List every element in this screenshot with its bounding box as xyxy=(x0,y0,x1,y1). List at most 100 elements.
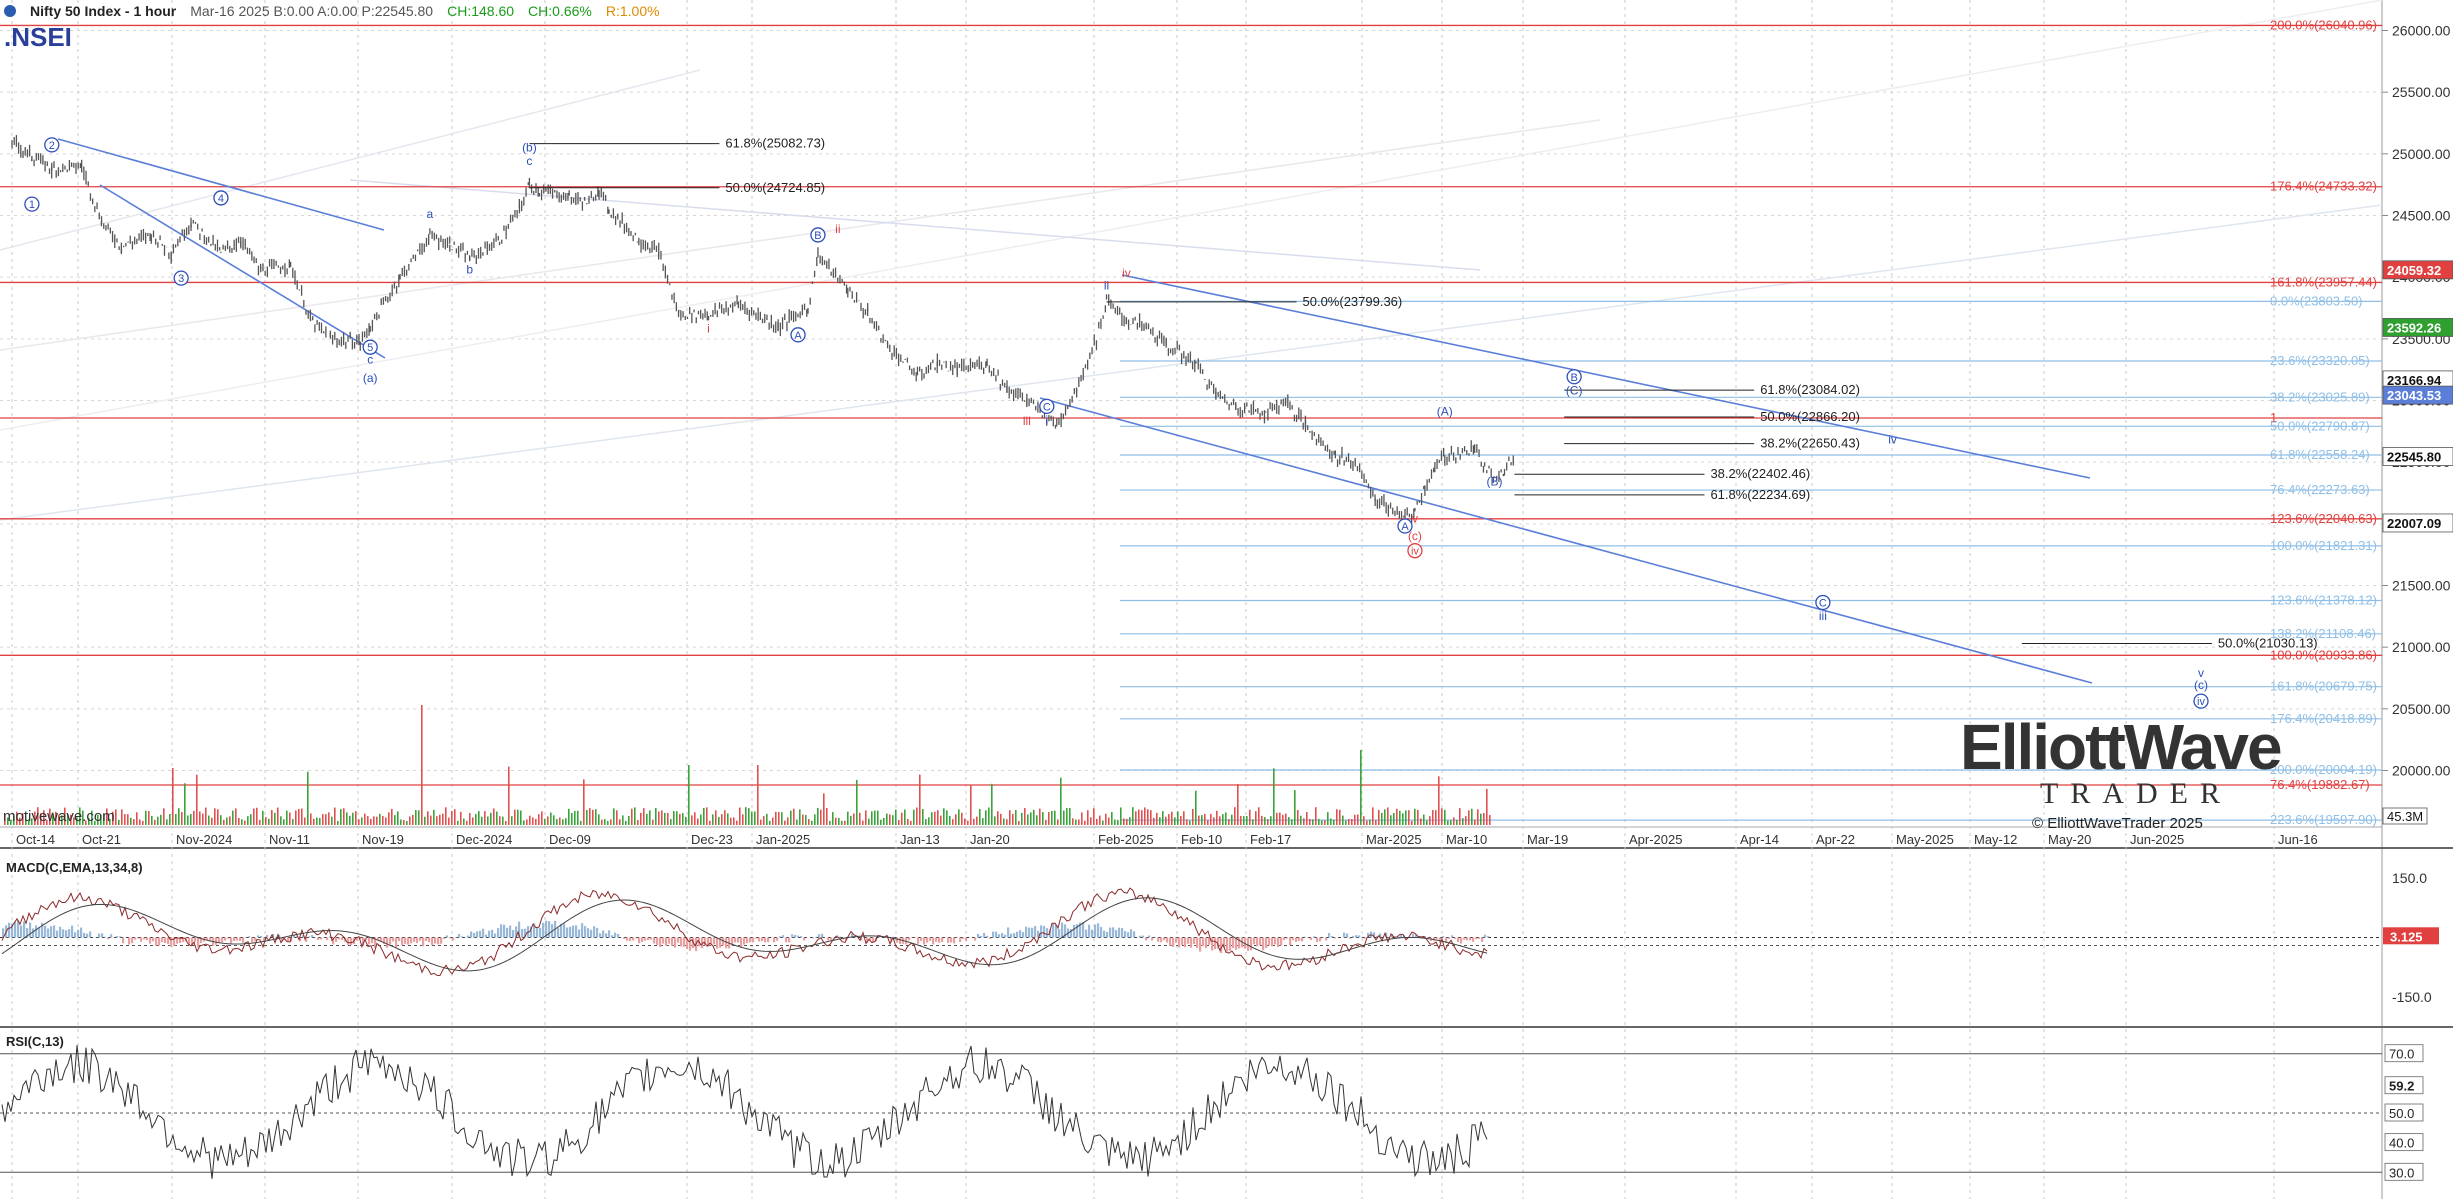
quote-line: Mar-16 2025 B:0.00 A:0.00 P:22545.80 xyxy=(190,3,434,19)
y-tick-label: 21500.00 xyxy=(2392,578,2451,594)
volume-bar xyxy=(514,809,516,825)
volume-bar xyxy=(637,820,639,825)
volume-bar xyxy=(103,814,105,825)
macd-histogram-bar xyxy=(1064,924,1067,938)
volume-bar xyxy=(421,705,423,825)
volume-bar xyxy=(781,812,783,825)
volume-bar xyxy=(538,814,540,825)
macd-histogram-bar xyxy=(260,936,263,938)
macd-histogram-bar xyxy=(1472,937,1475,942)
macd-histogram-bar xyxy=(74,932,77,938)
volume-bar xyxy=(1462,818,1464,825)
volume-bar xyxy=(1018,820,1020,825)
macd-histogram-bar xyxy=(335,937,338,942)
volume-bar xyxy=(811,820,813,825)
macd-histogram-bar xyxy=(254,937,257,942)
macd-histogram-bar xyxy=(1130,929,1133,938)
volume-bar xyxy=(1012,813,1014,825)
macd-histogram-bar xyxy=(722,937,725,946)
macd-histogram-bar xyxy=(1190,937,1193,948)
macd-histogram-bar xyxy=(392,937,395,942)
volume-bar xyxy=(1288,817,1290,825)
macd-histogram-bar xyxy=(1367,932,1370,938)
macd-histogram-bar xyxy=(257,935,260,938)
volume-bar xyxy=(1267,819,1269,825)
volume-bar xyxy=(385,817,387,825)
macd-histogram-bar xyxy=(428,937,431,943)
volume-bar xyxy=(610,819,612,825)
macd-histogram-bar xyxy=(983,933,986,938)
macd-histogram-bar xyxy=(383,937,386,945)
y-tick-label: 21000.00 xyxy=(2392,639,2451,655)
macd-histogram-bar xyxy=(1205,937,1208,949)
fib-annotation-label: 50.0%(21030.13) xyxy=(2218,635,2318,650)
macd-histogram-bar xyxy=(1355,935,1358,938)
macd-histogram-bar xyxy=(1313,936,1316,938)
macd-histogram-bar xyxy=(479,930,482,938)
volume-bar xyxy=(823,793,825,825)
x-tick-label: Nov-2024 xyxy=(176,832,232,847)
volume-bar xyxy=(751,811,753,825)
macd-histogram-bar xyxy=(422,937,425,947)
volume-bar xyxy=(1279,812,1281,825)
macd-histogram-bar xyxy=(215,937,218,945)
macd-histogram-bar xyxy=(425,937,428,941)
macd-histogram-bar xyxy=(632,937,635,941)
macd-histogram-bar xyxy=(1223,937,1226,948)
volume-bar xyxy=(85,820,87,825)
macd-histogram-bar xyxy=(200,937,203,943)
macd-histogram-bar xyxy=(1469,937,1472,941)
macd-histogram-bar xyxy=(506,927,509,938)
volume-bar xyxy=(1300,815,1302,825)
volume-bar xyxy=(847,811,849,825)
macd-histogram-bar xyxy=(1010,933,1013,938)
volume-bar xyxy=(961,812,963,825)
volume-bar xyxy=(1258,807,1260,825)
volume-bar xyxy=(601,819,603,825)
price-axis-label: 23166.94 xyxy=(2387,373,2442,388)
volume-bar xyxy=(652,819,654,825)
volume-bar xyxy=(253,808,255,825)
volume-bar xyxy=(748,808,750,825)
macd-histogram-bar xyxy=(1475,937,1478,940)
volume-bar xyxy=(1090,817,1092,825)
wave-label: A xyxy=(1401,521,1409,533)
macd-histogram-bar xyxy=(491,929,494,938)
volume-bar xyxy=(1213,817,1215,825)
volume-bar xyxy=(949,815,951,825)
chart-header: Nifty 50 Index - 1 hour Mar-16 2025 B:0.… xyxy=(0,0,660,22)
volume-bar xyxy=(907,818,909,825)
volume-bar xyxy=(1132,807,1134,825)
volume-bar xyxy=(634,807,636,825)
volume-bar xyxy=(577,810,579,825)
macd-histogram-bar xyxy=(347,937,350,945)
macd-histogram-bar xyxy=(497,928,500,938)
macd-histogram-bar xyxy=(1466,937,1469,941)
macd-histogram-bar xyxy=(1178,937,1181,948)
volume-bar xyxy=(319,817,321,825)
volume-bar xyxy=(607,820,609,825)
volume-bar xyxy=(655,807,657,825)
volume-bar xyxy=(217,809,219,825)
macd-histogram-bar xyxy=(1268,937,1271,946)
logo-copyright: © ElliottWaveTrader 2025 xyxy=(2032,815,2203,832)
volume-bar xyxy=(1141,810,1143,825)
blue-fib-label: 123.6%(21378.12) xyxy=(2270,593,2377,608)
volume-bar xyxy=(1045,819,1047,825)
volume-bar xyxy=(1420,818,1422,825)
wave-label: (c) xyxy=(1408,529,1422,543)
volume-bar xyxy=(613,808,615,825)
volume-bar xyxy=(127,814,129,825)
volume-bar xyxy=(1063,810,1065,825)
macd-histogram-bar xyxy=(395,937,398,948)
trend-channel-line xyxy=(99,184,386,359)
volume-bar xyxy=(322,814,324,825)
macd-histogram-bar xyxy=(611,935,614,938)
macd-histogram-bar xyxy=(1184,937,1187,948)
macd-histogram-bar xyxy=(644,937,647,941)
volume-bar xyxy=(1387,807,1389,825)
macd-histogram-bar xyxy=(584,926,587,938)
volume-bar xyxy=(661,810,663,825)
volume-bar xyxy=(1330,818,1332,825)
